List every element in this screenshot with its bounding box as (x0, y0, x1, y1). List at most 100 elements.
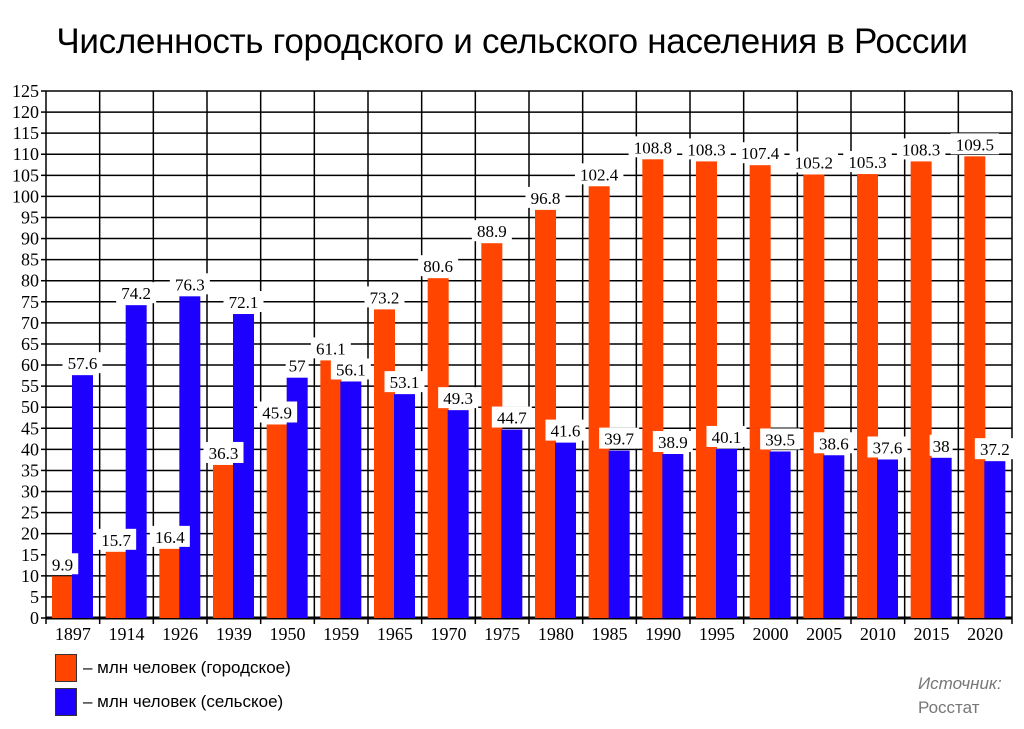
y-tick-label: 110 (13, 144, 39, 164)
legend-label-urban: – млн человек (городское) (83, 658, 291, 677)
value-label-rural: 39.5 (765, 430, 795, 449)
value-label-urban: 109.5 (956, 135, 994, 154)
value-label-rural: 57.6 (68, 354, 98, 373)
y-tick-label: 40 (21, 439, 39, 459)
legend-swatch-urban (55, 654, 77, 682)
legend-label-rural: – млн человек (сельское) (83, 692, 284, 711)
value-label-bg (735, 142, 785, 164)
y-tick-label: 0 (30, 608, 39, 628)
value-label-bg (438, 387, 479, 409)
chart-title: Численность городского и сельского насел… (56, 22, 968, 61)
y-tick-label: 35 (21, 460, 39, 480)
x-tick-label: 1970 (431, 624, 467, 644)
value-label-urban: 105.2 (795, 153, 833, 172)
value-label-urban: 15.7 (101, 531, 131, 550)
bar-urban (320, 360, 342, 618)
value-label-bg (599, 427, 640, 449)
x-tick-label: 1914 (109, 624, 145, 644)
bar-urban (857, 174, 878, 618)
value-label-urban: 108.3 (902, 140, 940, 159)
y-tick-label: 95 (21, 207, 39, 227)
value-label-rural: 53.1 (390, 373, 420, 392)
x-tick-label: 1926 (162, 624, 198, 644)
x-tick-label: 1959 (323, 624, 359, 644)
y-tick-label: 105 (12, 165, 39, 185)
y-tick-label: 65 (21, 334, 39, 354)
y-tick-label: 45 (21, 418, 39, 438)
value-label-bg (789, 151, 839, 173)
legend-item-urban: – млн человек (городское) (55, 654, 291, 682)
x-tick-label: 2010 (860, 624, 896, 644)
y-tick-label: 10 (21, 566, 39, 586)
value-label-bg (330, 358, 371, 380)
source-note: Источник: Росстат (918, 672, 1002, 720)
x-tick-label: 2005 (806, 624, 842, 644)
bar-urban (52, 576, 73, 618)
value-label-bg (974, 438, 1015, 460)
y-tick-label: 55 (21, 376, 39, 396)
x-tick-label: 1965 (377, 624, 413, 644)
value-label-bg (169, 273, 210, 295)
y-tick-label: 5 (30, 587, 39, 607)
value-label-bg (628, 136, 678, 158)
y-tick-label: 25 (21, 503, 39, 523)
y-tick-label: 80 (21, 271, 39, 291)
value-label-urban: 88.9 (477, 222, 507, 241)
value-label-bg (545, 419, 586, 441)
bar-rural (72, 375, 93, 618)
value-label-bg (813, 432, 854, 454)
value-label-bg (46, 553, 79, 575)
value-label-urban: 108.8 (634, 138, 672, 157)
bar-urban (105, 551, 127, 618)
value-label-urban: 96.8 (531, 189, 561, 208)
value-label-bg (682, 138, 731, 160)
y-tick-label: 70 (21, 313, 39, 333)
bar-rural (716, 448, 737, 618)
y-tick-label: 30 (21, 482, 39, 502)
value-label-rural: 37.6 (873, 438, 903, 457)
bar-rural (447, 410, 469, 618)
bar-rural (662, 453, 684, 618)
value-label-bg (149, 525, 190, 547)
value-label-bg (257, 401, 298, 423)
bar-urban (427, 278, 449, 618)
bar-rural (179, 296, 201, 618)
bar-urban (803, 174, 825, 618)
bar-rural (394, 394, 415, 618)
value-label-bg (310, 337, 351, 359)
bar-rural (125, 305, 147, 618)
value-label-rural: 57 (289, 357, 307, 376)
value-label-rural: 38.9 (658, 433, 688, 452)
value-label-urban: 45.9 (262, 403, 292, 422)
x-tick-label: 1990 (645, 624, 681, 644)
y-tick-label: 85 (21, 250, 39, 270)
value-label-bg (384, 371, 425, 393)
value-label-urban: 73.2 (370, 288, 400, 307)
value-label-rural: 41.6 (551, 422, 581, 441)
x-tick-label: 1980 (538, 624, 574, 644)
x-tick-label: 2020 (967, 624, 1003, 644)
value-label-urban: 16.4 (155, 528, 185, 547)
value-label-bg (96, 528, 137, 550)
bar-rural (555, 442, 576, 618)
value-label-rural: 39.7 (604, 430, 634, 449)
value-label-urban: 102.4 (580, 165, 619, 184)
bar-rural (930, 457, 952, 618)
bar-urban (266, 424, 288, 618)
bar-urban (964, 156, 986, 618)
legend-swatch-rural (55, 688, 77, 716)
x-tick-label: 1995 (699, 624, 735, 644)
source-name: Росстат (918, 698, 980, 717)
x-tick-label: 1985 (592, 624, 628, 644)
value-label-urban: 108.3 (687, 140, 725, 159)
y-tick-label: 115 (13, 123, 39, 143)
value-label-bg (285, 354, 309, 376)
legend-item-rural: – млн человек (сельское) (55, 688, 283, 716)
value-label-rural: 72.1 (229, 293, 259, 312)
y-tick-label: 120 (12, 102, 39, 122)
bar-rural (233, 314, 254, 618)
value-label-rural: 44.7 (497, 409, 527, 428)
bar-rural (340, 381, 362, 618)
x-tick-label: 1897 (55, 624, 91, 644)
y-tick-label: 60 (21, 355, 39, 375)
